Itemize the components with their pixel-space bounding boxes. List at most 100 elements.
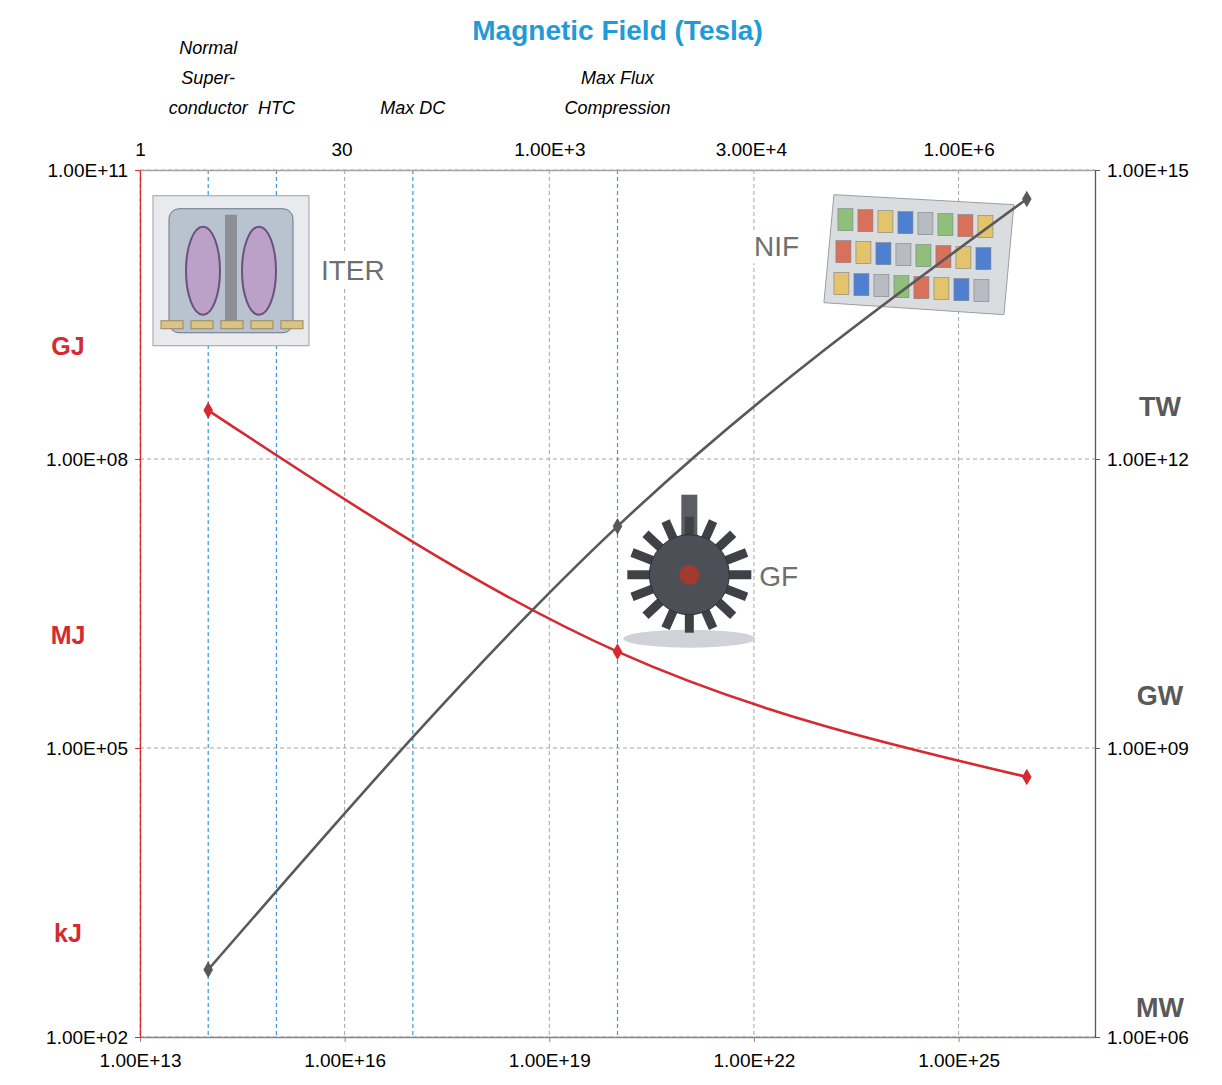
- reference-line: [617, 170, 618, 1037]
- tick: 1.00E+22: [713, 1037, 795, 1071]
- reference-label-line: Super-: [181, 68, 235, 88]
- tick-label: 1.00E+02: [46, 1027, 128, 1048]
- tick: 30: [331, 139, 352, 170]
- tick-mark: [1095, 459, 1100, 460]
- reference-lines: [208, 170, 617, 1037]
- unit-label: MW: [1136, 993, 1184, 1023]
- series-marker: [613, 518, 623, 535]
- tick-mark: [345, 1037, 346, 1042]
- grid-line: [753, 170, 754, 1037]
- series-marker: [613, 643, 623, 660]
- tick: 1.00E+25: [918, 1037, 1000, 1071]
- tick-label: 3.00E+4: [716, 139, 788, 160]
- icon-part: [649, 535, 729, 615]
- series-line: [208, 410, 1027, 777]
- series-marker: [1022, 769, 1032, 786]
- tick-mark: [135, 459, 140, 460]
- tick-label: 1.00E+15: [1107, 160, 1189, 181]
- reference-label-line: Compression: [564, 98, 670, 118]
- icon-part: [834, 273, 849, 295]
- label-bg: [318, 254, 388, 287]
- icon-part: [225, 215, 237, 327]
- series-marker: [203, 961, 213, 978]
- tick-mark: [549, 1037, 550, 1042]
- annotation-label: NIF: [754, 231, 799, 262]
- y2-axis: 1.00E+06 1.00E+09 1.00E+12 1.00E+15: [1095, 160, 1189, 1048]
- tick-label: 1.00E+6: [923, 139, 994, 160]
- icon-part: [976, 248, 991, 270]
- icon-part: [934, 278, 949, 300]
- tick-label: 1.00E+3: [514, 139, 585, 160]
- tick-mark: [754, 1037, 755, 1042]
- icon-part: [876, 243, 891, 265]
- plot-data: [203, 191, 1031, 978]
- icon-sphere: [623, 495, 755, 648]
- tick: 1.00E+12: [1095, 449, 1189, 470]
- annotation: GF: [756, 560, 801, 593]
- tick-label: 1.00E+12: [1107, 449, 1189, 470]
- tick-mark: [1095, 170, 1100, 171]
- icon-part: [918, 213, 933, 235]
- tick-mark: [959, 1037, 960, 1042]
- y-axis: 1.00E+02 1.00E+05 1.00E+08 1.00E+11: [46, 160, 140, 1048]
- icons: [153, 195, 1014, 648]
- tick-label: 1.00E+08: [46, 449, 128, 470]
- unit-label: kJ: [54, 919, 82, 947]
- icon-part: [854, 274, 869, 296]
- grid-line: [140, 1037, 1095, 1038]
- tick: 1.00E+06: [1095, 1027, 1189, 1048]
- unit-label: GW: [1137, 681, 1184, 711]
- label-bg: [756, 560, 801, 593]
- tick-label: 1.00E+09: [1107, 738, 1189, 759]
- reference-labels: NormalSuper-conductorHTCMax DCMax FluxCo…: [169, 38, 671, 118]
- annotation-label: GF: [759, 561, 798, 592]
- tick-label: 1.00E+16: [304, 1050, 386, 1071]
- icon-facility: [824, 195, 1014, 315]
- tick-label: 1.00E+19: [509, 1050, 591, 1071]
- reference-label: Max FluxCompression: [564, 68, 670, 118]
- title: Magnetic Field (Tesla): [472, 15, 762, 46]
- reference-label-line: Normal: [179, 38, 238, 58]
- tick-label: 1.00E+11: [48, 160, 128, 181]
- tick: 1.00E+08: [46, 449, 140, 470]
- tick-label: 1.00E+25: [918, 1050, 1000, 1071]
- annotations: ITER NIF GF: [318, 230, 802, 593]
- icon-part: [958, 215, 973, 237]
- axis-line: [141, 1037, 1096, 1038]
- icon-part: [281, 321, 303, 329]
- icon-part: [191, 321, 213, 329]
- icon-tokamak: [153, 196, 309, 346]
- tick: 1.00E+05: [46, 738, 140, 759]
- tick: 1.00E+02: [46, 1027, 140, 1048]
- tick-mark: [140, 1037, 141, 1042]
- grid-line: [140, 170, 1095, 171]
- icon-part: [954, 279, 969, 301]
- icon-part: [878, 211, 893, 233]
- series-line: [208, 199, 1027, 970]
- tick-label: 1.00E+05: [46, 738, 128, 759]
- icon-part: [898, 212, 913, 234]
- reference-label-line: Max DC: [380, 98, 446, 118]
- tick: 3.00E+4: [716, 139, 788, 170]
- icon-part: [221, 321, 243, 329]
- icon-part: [838, 209, 853, 231]
- tick: 1.00E+16: [304, 1037, 386, 1071]
- icon-part: [679, 565, 699, 585]
- icon-part: [169, 209, 293, 333]
- tick-mark: [135, 748, 140, 749]
- icon-part: [251, 321, 273, 329]
- annotation: ITER: [318, 254, 388, 287]
- unit-label: GJ: [51, 332, 84, 360]
- annotation: NIF: [751, 230, 802, 263]
- axis-line: [140, 171, 141, 1038]
- tick: 1.00E+3: [514, 139, 585, 170]
- reference-label: NormalSuper-conductor: [169, 38, 249, 118]
- tick-label: 1.00E+22: [713, 1050, 795, 1071]
- tick: 1: [135, 139, 146, 170]
- icon-part: [896, 244, 911, 266]
- icon-part: [916, 245, 931, 267]
- reference-line: [412, 170, 413, 1037]
- icon-part: [186, 227, 220, 315]
- icon-part: [856, 242, 871, 264]
- unit-label: MJ: [51, 621, 86, 649]
